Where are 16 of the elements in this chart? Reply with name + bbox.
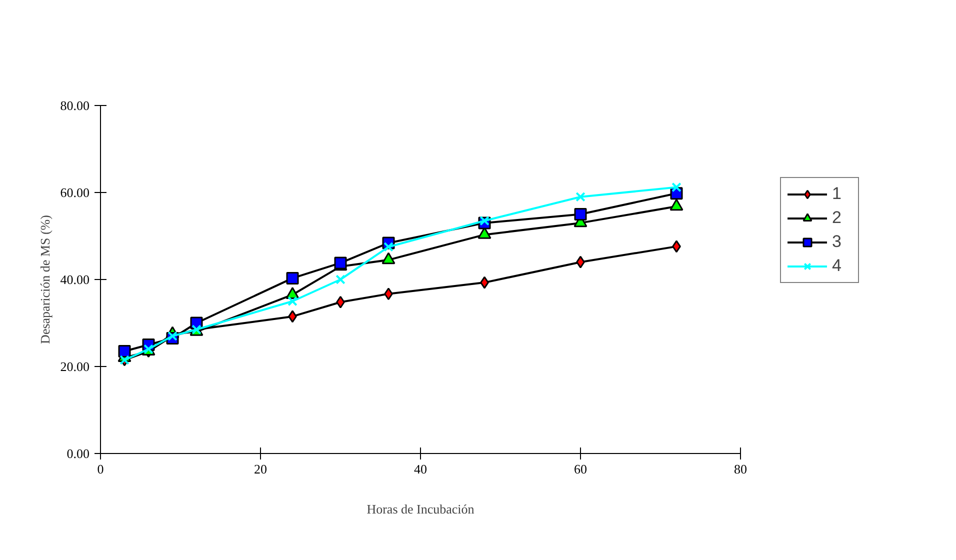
y-tick-label: 0.00	[66, 446, 90, 461]
legend-label: 1	[832, 184, 842, 204]
legend-label: 3	[832, 232, 842, 252]
legend-label: 2	[832, 208, 842, 228]
y-tick-label: 20.00	[60, 359, 90, 374]
y-axis-title: Desaparición de MS (%)	[37, 215, 52, 344]
y-tick-label: 40.00	[60, 272, 90, 287]
y-tick-label: 60.00	[60, 185, 90, 200]
x-tick-label: 80	[734, 462, 747, 476]
x-axis-title: Horas de Incubación	[366, 502, 475, 516]
x-tick-label: 60	[574, 462, 587, 476]
y-tick-label: 80.00	[60, 98, 90, 113]
legend-label: 4	[832, 256, 842, 276]
x-tick-label: 40	[414, 462, 427, 476]
x-tick-label: 20	[254, 462, 267, 476]
x-tick-label: 0	[97, 462, 104, 476]
